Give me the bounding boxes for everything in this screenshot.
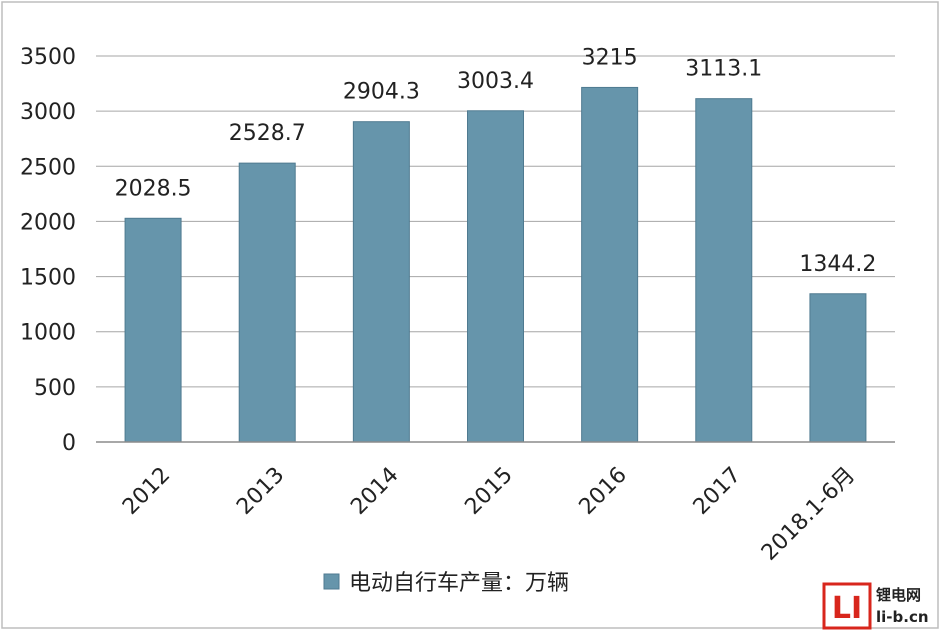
data-label: 3003.4 (457, 69, 534, 94)
data-label: 2904.3 (343, 80, 420, 105)
watermark-line1: 锂电网 (876, 586, 921, 604)
watermark-line2: li-b.cn (876, 608, 929, 626)
y-tick-label: 500 (34, 376, 76, 401)
bar (695, 98, 753, 443)
legend: 电动自行车产量：万辆 (323, 571, 569, 596)
bars (124, 86, 867, 443)
y-tick-label: 1000 (20, 321, 76, 346)
y-tick-label: 0 (62, 431, 76, 456)
y-tick-label: 1500 (20, 266, 76, 291)
legend-label: 电动自行车产量：万辆 (349, 571, 569, 596)
legend-swatch (323, 573, 340, 590)
bar (124, 217, 182, 443)
watermark-logo: LI (832, 591, 862, 626)
bar (809, 293, 867, 443)
data-label: 1344.2 (799, 252, 876, 277)
bar (238, 162, 296, 443)
data-label: 2528.7 (229, 121, 306, 146)
data-label: 3113.1 (685, 57, 762, 82)
y-axis-ticks: 0 500 1000 1500 2000 2500 3000 3500 (20, 45, 76, 456)
watermark-logo-box (822, 582, 872, 630)
bar (581, 86, 639, 443)
y-tick-label: 2500 (20, 155, 76, 180)
data-label: 3215 (582, 45, 638, 70)
y-tick-label: 2000 (20, 210, 76, 235)
y-tick-label: 3000 (20, 100, 76, 125)
data-labels: 2028.5 2528.7 2904.3 3003.4 3215 3113.1 1344.2 (115, 45, 877, 276)
data-label: 2028.5 (115, 176, 192, 201)
watermark: LI 锂电网 li-b.cn (822, 582, 929, 630)
bar (352, 121, 410, 443)
y-tick-label: 3500 (20, 45, 76, 70)
bar (467, 110, 524, 443)
